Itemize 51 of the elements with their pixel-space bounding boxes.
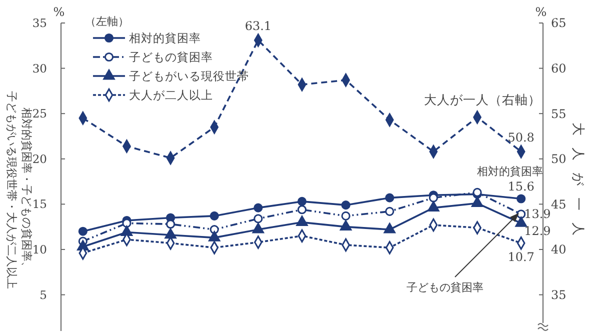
point	[210, 211, 219, 220]
point	[385, 193, 394, 202]
legend-label: 相対的貧困率	[129, 31, 201, 46]
legend-label: 大人が二人以上	[129, 88, 213, 102]
point	[385, 206, 394, 216]
point	[515, 216, 527, 227]
point	[166, 220, 176, 229]
y2-axis-title: 大人が一人	[570, 122, 585, 248]
point	[208, 231, 220, 242]
point	[254, 214, 263, 224]
annotation: 子どもの貧困率	[406, 281, 484, 294]
point	[428, 201, 440, 212]
data-label: 63.1	[244, 19, 272, 34]
point	[252, 222, 264, 234]
text: %	[535, 5, 547, 19]
point	[340, 220, 352, 231]
point	[384, 222, 396, 234]
point	[471, 196, 484, 207]
point	[164, 228, 176, 239]
y-axis-title: 相対的貧困率・子どもの貧困率、子どもがいる現役世帯・大人が二人以上	[5, 91, 33, 289]
data-label: 15.6	[508, 180, 534, 194]
point	[297, 205, 307, 214]
y2-tick-label: 45	[551, 197, 566, 212]
y2-tick-label: 50	[551, 152, 566, 166]
y-tick-label: 35	[32, 16, 47, 30]
point	[296, 216, 308, 226]
point	[341, 200, 350, 210]
y2-tick-label: 35	[551, 288, 566, 302]
point	[297, 196, 307, 206]
legend-title: （左軸）	[85, 15, 129, 28]
data-label: 10.7	[508, 250, 534, 264]
y-tick-label: 30	[32, 61, 47, 76]
series-label: 大人が一人（右軸）	[424, 92, 541, 107]
annotation: 相対的貧困率	[477, 165, 544, 178]
y2-tick-label: 40	[551, 242, 566, 257]
point	[254, 203, 263, 212]
y-tick-label: 15	[32, 197, 47, 212]
y-tick-label: 5	[40, 288, 47, 302]
y2-tick-label: 65	[551, 16, 566, 30]
point	[516, 194, 526, 204]
y-tick-label: 25	[32, 106, 47, 121]
legend-label: 子どもがいる現役世帯	[129, 69, 249, 84]
data-label: 50.8	[508, 130, 534, 145]
text: %	[53, 5, 65, 19]
point	[341, 211, 350, 220]
legend-label: 子どもの貧困率	[129, 50, 213, 64]
point	[78, 226, 88, 236]
y-tick-label: 10	[32, 242, 47, 256]
y2-tick-label: 55	[551, 106, 566, 121]
y-tick-label: 20	[32, 152, 47, 166]
y2-tick-label: 60	[551, 61, 566, 76]
